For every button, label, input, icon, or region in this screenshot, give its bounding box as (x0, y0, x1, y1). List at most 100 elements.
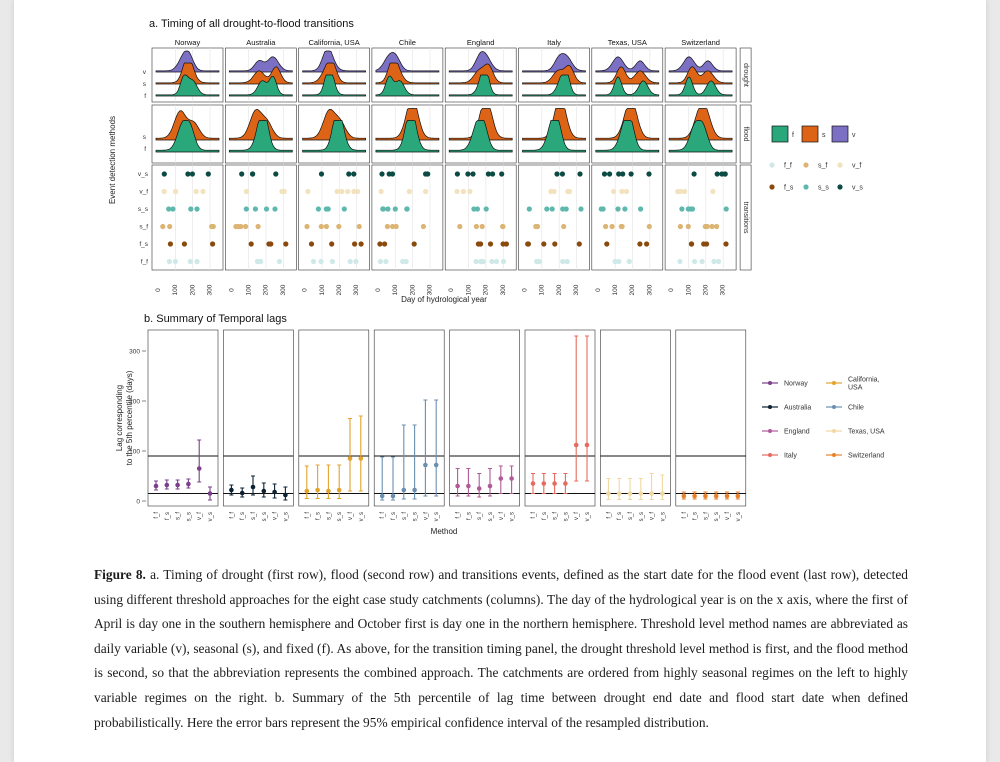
transition-point (239, 171, 245, 177)
catchment-strip-label: Texas, USA (608, 38, 647, 47)
flood-row-label: s (143, 134, 147, 141)
method-tick-label: s_f (326, 512, 332, 520)
method-tick-label: v_f (197, 512, 203, 520)
panel-b-title: b. Summary of Temporal lags (144, 313, 287, 325)
transition-point (166, 206, 172, 212)
lag-legend-label: Switzerland (848, 453, 884, 460)
method-tick-label: v_f (574, 512, 580, 520)
drought-ridge-f (595, 76, 660, 97)
transition-point (601, 171, 608, 177)
transition-point (325, 206, 331, 212)
transition-point (638, 206, 644, 212)
x-tick-label: 200 (336, 284, 343, 295)
transition-point (166, 258, 172, 265)
transition-point (272, 206, 278, 212)
drought-ridge-f (302, 74, 366, 97)
transition-point (607, 171, 613, 177)
lag-point (476, 486, 482, 491)
lag-panel-frame (449, 329, 520, 507)
panel-frame (591, 164, 664, 271)
transition-point (347, 258, 353, 265)
figure-caption: Figure 8. a. Timing of drought (first ro… (94, 563, 908, 735)
flood-ridge-f (155, 120, 220, 153)
transition-point (185, 171, 191, 177)
transition-point (356, 223, 362, 230)
transition-point (167, 241, 173, 247)
method-tick-label: v_s (660, 512, 666, 521)
x-tick-label: 200 (556, 284, 563, 295)
transition-point (187, 258, 193, 265)
lag-point (423, 462, 428, 468)
method-legend-dot (837, 184, 843, 190)
x-tick-label: 100 (245, 284, 252, 295)
transition-point (710, 188, 716, 195)
transition-point (378, 188, 384, 195)
flood-row-label: f (144, 146, 146, 153)
method-tick-label: f_s (391, 512, 397, 520)
transition-point (603, 223, 609, 230)
catchment-strip-label: California, USA (308, 38, 359, 47)
lag-point (660, 491, 665, 496)
x-tick-label: 200 (483, 284, 490, 295)
figure-8: a. Timing of all drought-to-flood transi… (108, 18, 885, 536)
transition-point (646, 171, 652, 177)
transition-point (536, 258, 542, 265)
transition-point (685, 223, 691, 230)
transition-point (181, 241, 187, 247)
lag-point (186, 481, 191, 487)
lag-legend-dot (768, 381, 772, 385)
transition-point (358, 241, 364, 247)
panel-a-title: a. Timing of all drought-to-flood transi… (149, 18, 354, 30)
transition-point (243, 188, 249, 195)
transition-point (329, 258, 335, 265)
method-legend-label: f_s (784, 185, 794, 192)
method-tick-label: v_s (359, 512, 365, 521)
transition-point (619, 188, 625, 195)
transition-point (480, 258, 486, 265)
lag-legend-label: Texas, USA (848, 429, 885, 436)
x-tick-label: 0 (595, 288, 602, 292)
lag-point (627, 491, 633, 496)
transition-row-label: v_s (138, 171, 149, 178)
lag-point (283, 492, 288, 498)
transition-point (310, 258, 317, 265)
method-legend-dot (837, 162, 843, 168)
lag-panel-frame (147, 329, 219, 507)
method-tick-label: v_s (283, 512, 289, 521)
flood-ridge-f (668, 120, 733, 153)
lag-point (487, 483, 493, 489)
method-tick-label: f_s (165, 512, 171, 520)
caption-text: a. Timing of drought (first row), flood … (94, 567, 908, 730)
transition-point (460, 188, 466, 195)
flood-ridge-f (228, 120, 293, 153)
transition-point (723, 206, 729, 212)
drought-ridge-s (668, 66, 733, 85)
y-axis-label-b: Lag corresponding (115, 385, 124, 451)
transition-point (500, 258, 507, 265)
transition-point (646, 223, 652, 230)
transition-point (318, 223, 324, 230)
method-tick-label: v_f (725, 512, 731, 520)
transition-point (722, 171, 728, 177)
transition-point (560, 206, 566, 212)
lag-point (390, 493, 396, 499)
catchment-strip-label: Australia (246, 38, 276, 47)
method-legend-label: s_f (818, 163, 827, 170)
lag-point (175, 482, 180, 488)
lag-point (261, 488, 267, 494)
transition-point (467, 188, 473, 195)
x-tick-label: 0 (522, 288, 529, 292)
lag-point (239, 490, 245, 496)
transition-row-label: s_f (139, 224, 148, 231)
x-tick-label: 300 (720, 284, 727, 295)
transition-point (561, 223, 567, 230)
transition-point (200, 188, 206, 195)
transition-point (489, 258, 495, 265)
transition-point (263, 206, 270, 212)
method-tick-label: v_f (650, 512, 656, 520)
transition-point (411, 241, 417, 247)
method-legend-dot (769, 162, 775, 168)
drought-ridge-f (522, 74, 586, 97)
method-tick-label: f_f (380, 512, 386, 519)
lag-point (724, 493, 730, 499)
